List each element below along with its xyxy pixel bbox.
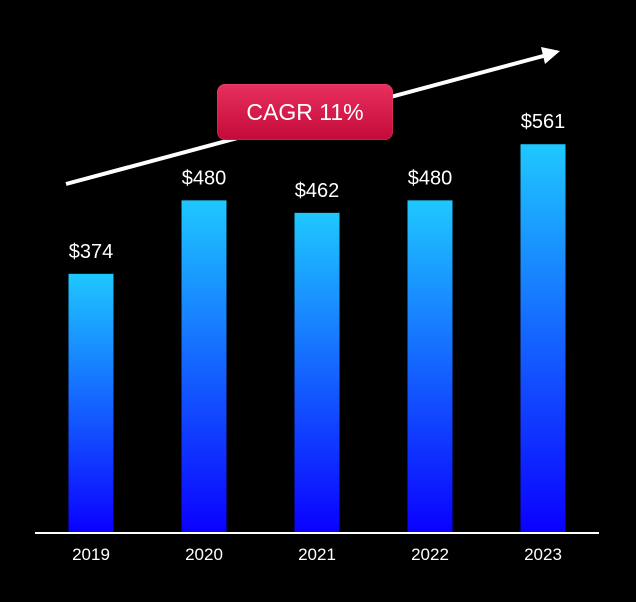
bars bbox=[68, 144, 566, 534]
value-label-2021: $462 bbox=[295, 180, 340, 202]
bar-2021 bbox=[294, 212, 340, 534]
bar-2019 bbox=[68, 273, 114, 533]
bar-2022 bbox=[407, 200, 453, 534]
x-tick-label-2019: 2019 bbox=[72, 545, 110, 564]
value-labels: $374 $480 $462 $480 $561 bbox=[69, 111, 566, 263]
value-label-2022: $480 bbox=[408, 167, 453, 189]
x-tick-label-2022: 2022 bbox=[411, 545, 449, 564]
value-label-2020: $480 bbox=[182, 167, 227, 189]
bar-2020 bbox=[181, 200, 227, 534]
x-tick-label-2023: 2023 bbox=[524, 545, 562, 564]
x-tick-labels: 2019 2020 2021 2022 2023 bbox=[72, 545, 562, 564]
bar-2023 bbox=[520, 144, 566, 534]
value-label-2023: $561 bbox=[521, 111, 566, 133]
x-tick-label-2020: 2020 bbox=[185, 545, 223, 564]
x-tick-label-2021: 2021 bbox=[298, 545, 336, 564]
cagr-badge: CAGR 11% bbox=[217, 84, 393, 140]
value-label-2019: $374 bbox=[69, 241, 114, 263]
cagr-label: CAGR 11% bbox=[246, 98, 364, 125]
